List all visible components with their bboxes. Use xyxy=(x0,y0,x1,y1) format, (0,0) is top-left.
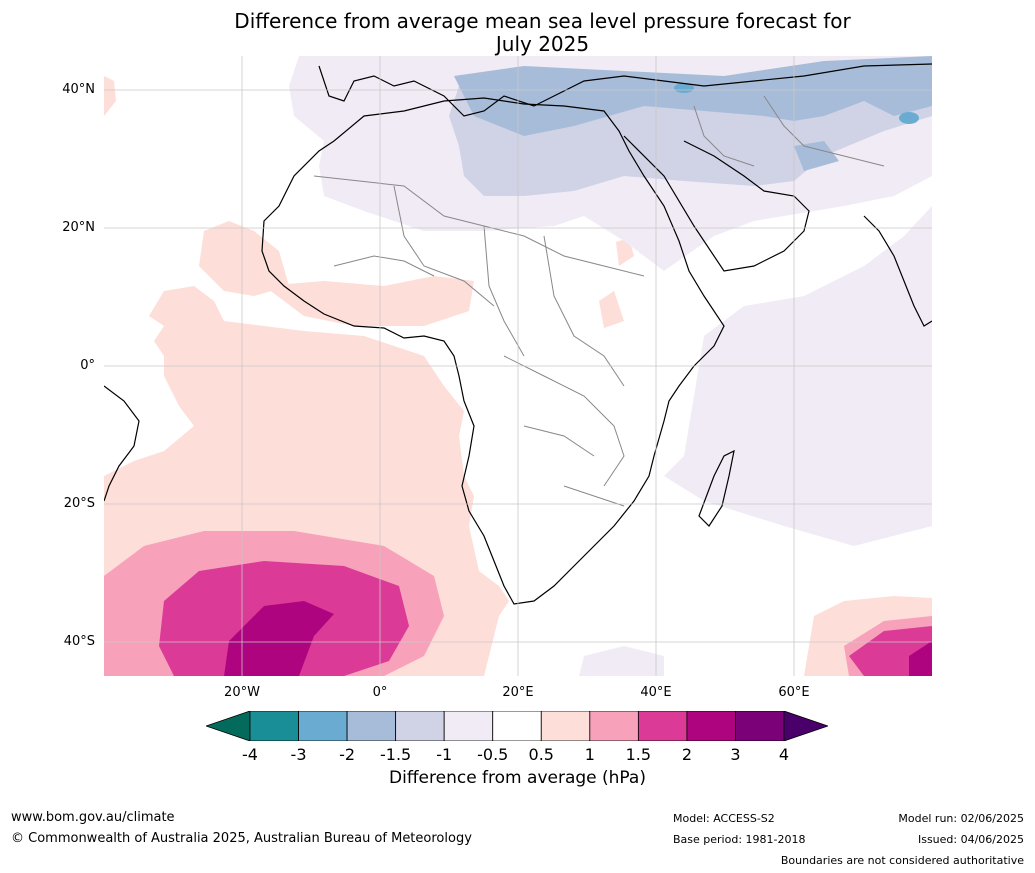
colorbar-swatch xyxy=(249,711,299,741)
colorbar-swatch xyxy=(298,711,348,741)
colorbar-tick-label: -4 xyxy=(242,745,258,764)
pressure-anomaly-map xyxy=(104,56,932,676)
colorbar-tick-label: -1 xyxy=(436,745,453,764)
colorbar-under-arrow xyxy=(206,711,251,741)
colorbar-swatch xyxy=(686,711,736,741)
anomaly-region-negative-strong xyxy=(454,56,932,136)
lon-label-40e: 40°E xyxy=(640,685,672,700)
anomaly-region-positive-light xyxy=(104,76,116,116)
footer-model-run: Model run: 02/06/2025 xyxy=(898,812,1024,825)
anomaly-region-positive-light xyxy=(199,221,289,296)
footer-model: Model: ACCESS-S2 xyxy=(673,812,775,825)
footer-disclaimer: Boundaries are not considered authoritat… xyxy=(780,854,1024,867)
footer-copyright: © Commonwealth of Australia 2025, Austra… xyxy=(11,831,472,846)
colorbar-tick-label: -2 xyxy=(339,745,356,764)
anomaly-region-positive-light xyxy=(599,291,624,328)
lat-label-20s: 20°S xyxy=(63,496,95,511)
anomaly-spot-negative xyxy=(899,112,919,124)
country-borders xyxy=(313,95,885,507)
colorbar-swatch xyxy=(395,711,445,741)
colorbar-swatch xyxy=(492,711,542,741)
europe-coastline xyxy=(318,63,932,117)
title-line-1: Difference from average mean sea level p… xyxy=(234,9,851,33)
anomaly-region-positive-light xyxy=(264,276,474,326)
lon-label-0: 0° xyxy=(372,685,388,700)
footer-url: www.bom.gov.au/climate xyxy=(11,810,175,825)
madagascar-coastline xyxy=(698,449,735,527)
lat-label-20n: 20°N xyxy=(62,220,95,235)
colorbar-tick-label: 3 xyxy=(730,745,741,764)
africa-coastline xyxy=(261,97,725,605)
colorbar-tick-label: 1.5 xyxy=(625,745,652,764)
colorbar-tick-label: 4 xyxy=(778,745,790,764)
map-title: Difference from average mean sea level p… xyxy=(140,10,945,56)
title-line-2: July 2025 xyxy=(495,32,590,56)
colorbar-swatch xyxy=(540,711,591,741)
anomaly-region-positive-very-strong xyxy=(909,641,932,676)
arabia-coastline xyxy=(623,135,810,272)
colorbar-tick-label: 0.5 xyxy=(528,745,554,764)
colorbar-tick-label: -0.5 xyxy=(477,745,509,764)
colorbar-tick-label: -3 xyxy=(290,745,307,764)
colorbar xyxy=(206,711,828,741)
colorbar-tick-label: 1 xyxy=(584,745,595,764)
graticule xyxy=(104,56,932,676)
india-coastline xyxy=(863,215,932,327)
footer-issued: Issued: 04/06/2025 xyxy=(917,833,1024,846)
footer-base-period: Base period: 1981-2018 xyxy=(673,833,806,846)
colorbar-swatch xyxy=(443,711,494,741)
lon-label-20w: 20°W xyxy=(224,685,260,700)
colorbar-tick-label: 2 xyxy=(681,745,692,764)
colorbar-swatch xyxy=(735,711,785,741)
anomaly-spot-negative xyxy=(674,83,694,93)
colorbar-label: Difference from average (hPa) xyxy=(389,768,646,788)
colorbar-swatch xyxy=(637,711,688,741)
colorbar-tick-label: -1.5 xyxy=(380,745,412,764)
anomaly-region-negative-strong xyxy=(794,141,839,171)
anomaly-region-negative-light xyxy=(579,646,664,676)
lat-label-40s: 40°S xyxy=(63,634,95,649)
lat-label-40n: 40°N xyxy=(62,82,95,97)
south-america-coastline xyxy=(104,385,140,502)
colorbar-swatch xyxy=(589,711,639,741)
lon-label-20e: 20°E xyxy=(502,685,534,700)
lat-label-0: 0° xyxy=(80,358,95,373)
anomaly-region-positive-very-strong xyxy=(224,601,334,676)
colorbar-swatch xyxy=(346,711,397,741)
lon-label-60e: 60°E xyxy=(778,685,810,700)
colorbar-over-arrow xyxy=(783,711,828,741)
